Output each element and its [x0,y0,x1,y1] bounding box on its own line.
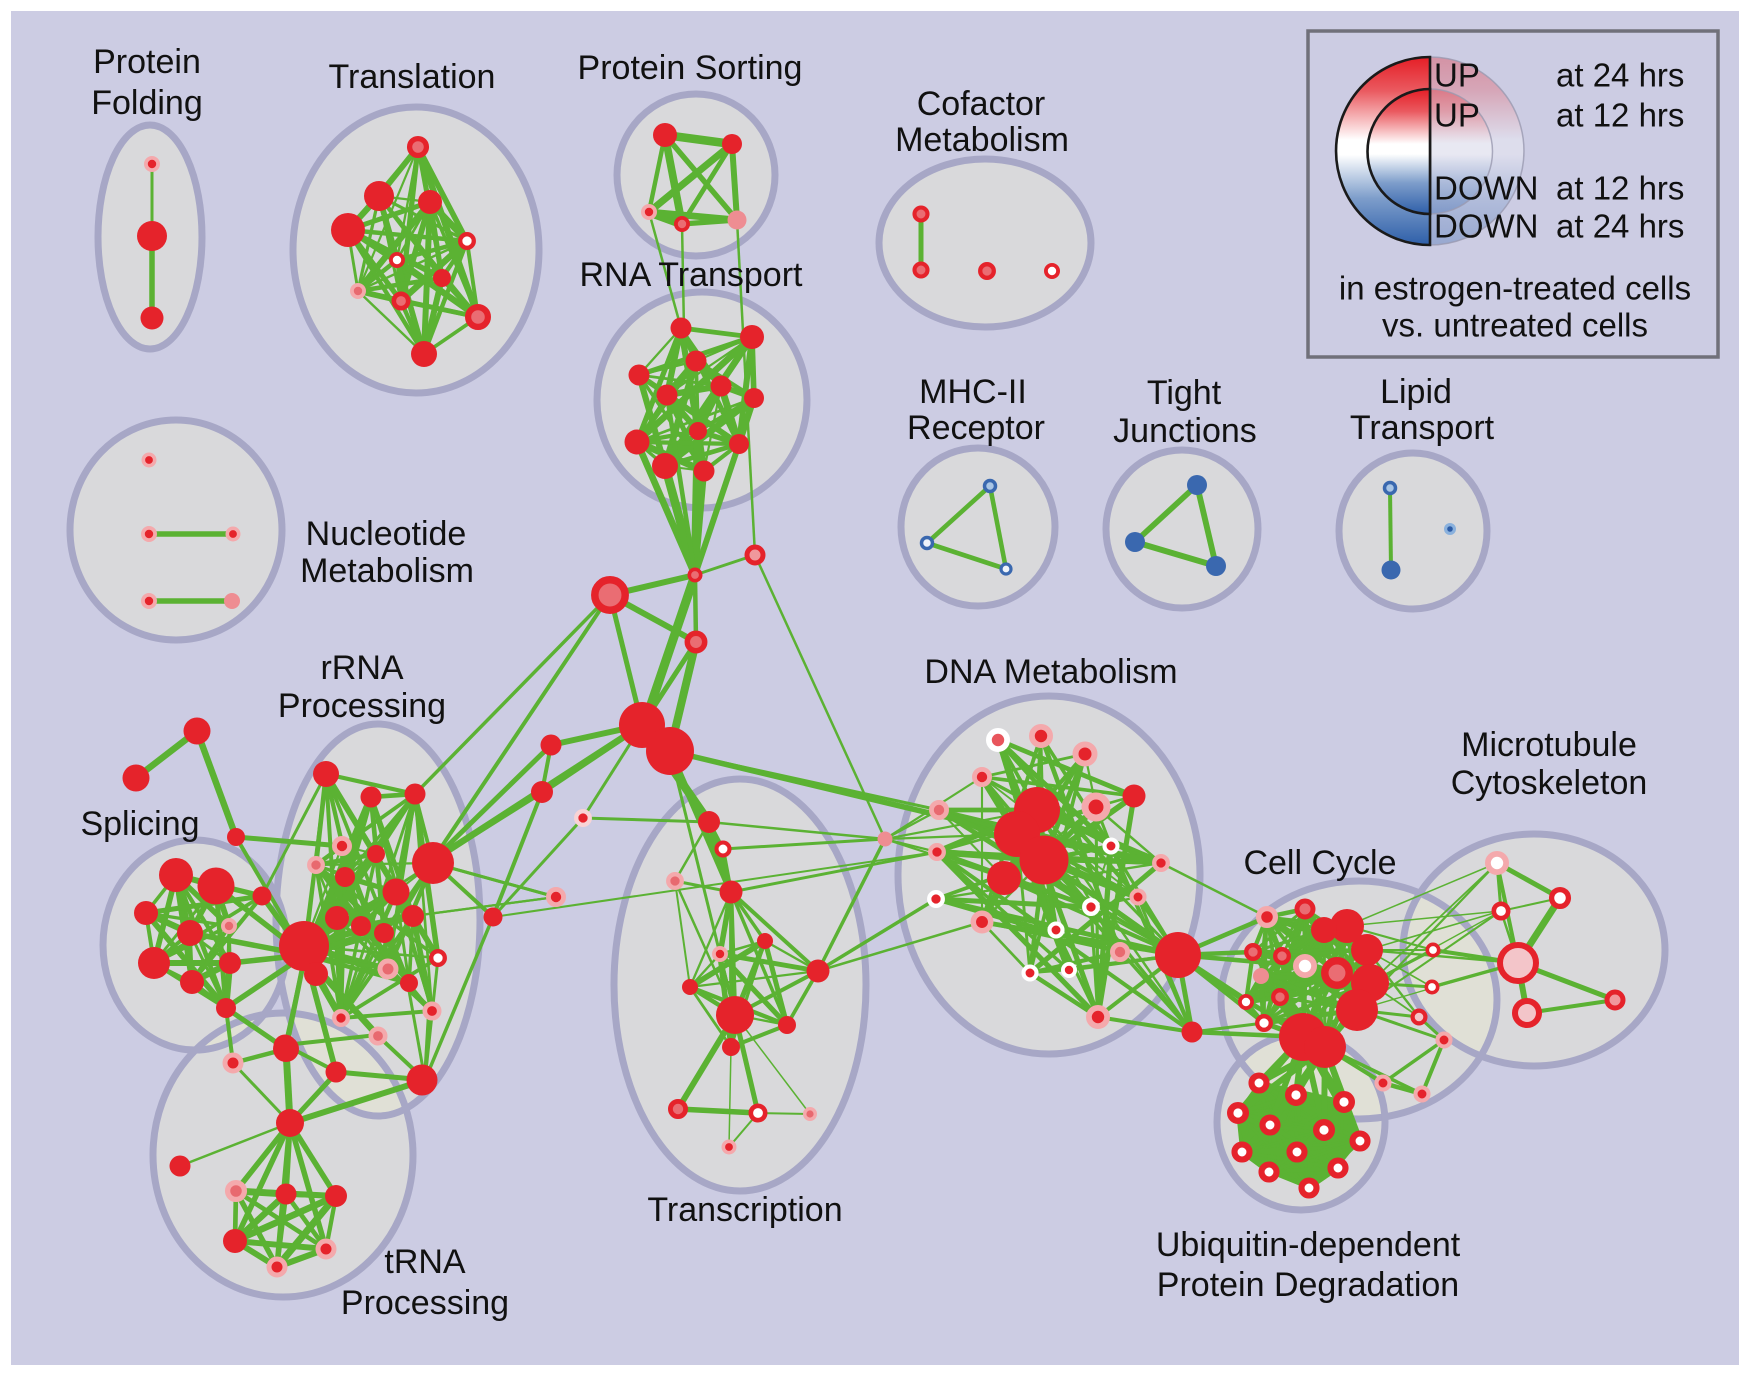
svg-text:Transport: Transport [1350,409,1495,447]
svg-text:UP: UP [1434,57,1480,94]
svg-text:Processing: Processing [341,1284,509,1322]
svg-text:UP: UP [1434,97,1480,134]
svg-text:DOWN: DOWN [1434,170,1538,207]
svg-text:Lipid: Lipid [1380,373,1452,411]
svg-text:Folding: Folding [91,84,203,122]
svg-text:at 24 hrs: at 24 hrs [1556,57,1684,94]
svg-text:rRNA: rRNA [320,649,403,687]
svg-text:Metabolism: Metabolism [300,552,474,590]
svg-text:in estrogen-treated cells: in estrogen-treated cells [1339,270,1691,307]
svg-text:Transcription: Transcription [647,1191,842,1229]
svg-text:Nucleotide: Nucleotide [306,515,467,553]
svg-text:Protein: Protein [93,43,201,81]
svg-text:Cell Cycle: Cell Cycle [1243,844,1396,882]
svg-text:vs. untreated cells: vs. untreated cells [1382,307,1648,344]
svg-text:tRNA: tRNA [384,1243,466,1281]
svg-text:RNA Transport: RNA Transport [580,256,804,294]
svg-text:Protein Degradation: Protein Degradation [1157,1266,1459,1304]
svg-text:at 24 hrs: at 24 hrs [1556,208,1684,245]
svg-text:Microtubule: Microtubule [1461,726,1637,764]
svg-text:DOWN: DOWN [1434,208,1538,245]
svg-text:Cofactor: Cofactor [917,85,1046,123]
svg-text:MHC-II: MHC-II [919,373,1027,411]
svg-text:Cytoskeleton: Cytoskeleton [1451,764,1648,802]
svg-text:Junctions: Junctions [1113,412,1257,450]
svg-text:at 12 hrs: at 12 hrs [1556,97,1684,134]
svg-text:Tight: Tight [1147,374,1222,412]
svg-text:Ubiquitin-dependent: Ubiquitin-dependent [1156,1226,1461,1264]
svg-text:Receptor: Receptor [907,409,1045,447]
svg-text:Processing: Processing [278,687,446,725]
svg-text:DNA Metabolism: DNA Metabolism [924,653,1177,691]
svg-text:Metabolism: Metabolism [895,121,1069,159]
svg-text:Protein Sorting: Protein Sorting [578,49,803,87]
svg-text:Translation: Translation [329,58,496,96]
svg-text:Splicing: Splicing [80,805,199,843]
svg-text:at 12 hrs: at 12 hrs [1556,170,1684,207]
